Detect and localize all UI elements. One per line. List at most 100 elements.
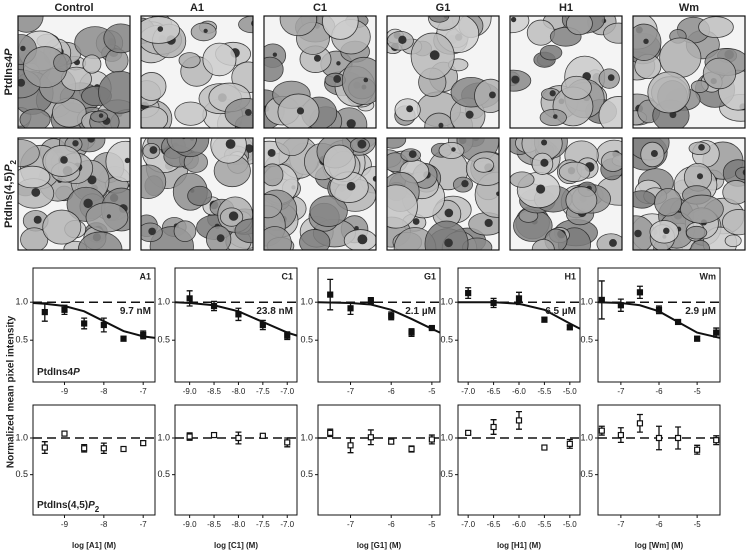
data-point <box>388 312 395 319</box>
data-point <box>636 420 644 427</box>
micrograph-cells <box>633 138 745 250</box>
cell <box>603 22 622 44</box>
x-axis-label: log [G1] (M) <box>357 541 402 550</box>
x-axis-label: log [C1] (M) <box>214 541 258 550</box>
nucleus <box>157 26 164 32</box>
cell <box>722 209 745 236</box>
row-label-part: PtdIns4 <box>3 55 15 96</box>
ic50-label: 2.9 µM <box>685 306 716 317</box>
x-tick-label: -5 <box>694 387 702 396</box>
y-tick-label: 1.0 <box>300 432 313 442</box>
x-tick-label: -5.5 <box>538 387 552 396</box>
micrograph-border <box>263 137 377 251</box>
cell <box>558 161 591 183</box>
cell <box>601 150 622 172</box>
column-title: Wm <box>679 2 699 14</box>
fit-curve <box>32 301 156 339</box>
nucleus <box>398 35 407 44</box>
micrograph-cells <box>510 16 622 128</box>
x-tick-label: -7.5 <box>256 387 270 396</box>
nucleus <box>444 208 454 218</box>
x-axis-label: log [Wm] (M) <box>635 541 684 550</box>
cell <box>654 188 682 217</box>
cell <box>141 72 167 101</box>
cell <box>722 180 745 205</box>
nucleus <box>536 184 546 194</box>
cell <box>82 54 102 74</box>
nucleus <box>313 54 321 62</box>
cell <box>279 16 318 37</box>
nucleus <box>346 119 356 128</box>
data-point <box>81 320 88 327</box>
cell <box>659 37 702 78</box>
data-point <box>636 289 644 296</box>
nucleus <box>216 234 225 243</box>
x-tick-label: -7.5 <box>256 520 270 529</box>
cell <box>473 157 495 173</box>
cell <box>309 195 348 227</box>
y-tick-label: 0.5 <box>15 335 28 345</box>
x-tick-label: -8.0 <box>232 520 246 529</box>
nucleus <box>408 150 417 159</box>
micrograph-cells <box>141 138 253 250</box>
nucleus <box>106 214 112 219</box>
y-tick-label: 1.0 <box>580 297 593 307</box>
micrograph-cells <box>18 138 130 250</box>
x-tick-label: -9.0 <box>183 387 197 396</box>
cell <box>526 19 555 46</box>
cell <box>702 57 737 90</box>
nucleus <box>465 110 474 119</box>
micrograph <box>263 137 377 251</box>
cell <box>633 190 656 209</box>
data-point <box>210 302 218 310</box>
row-label-part: P <box>3 164 15 172</box>
cell <box>724 234 742 248</box>
x-tick-label: -9.0 <box>183 520 197 529</box>
micrograph-border <box>140 137 254 251</box>
data-point <box>81 445 88 452</box>
data-point <box>347 442 354 449</box>
micrograph-border <box>632 137 746 251</box>
y-tick-label: 0.5 <box>300 469 313 479</box>
x-tick-label: -7.0 <box>461 520 475 529</box>
nucleus <box>333 75 342 83</box>
data-point <box>490 299 497 307</box>
nucleus <box>267 148 276 157</box>
x-tick-label: -7.0 <box>461 387 475 396</box>
nucleus <box>650 150 658 157</box>
data-point <box>674 434 682 442</box>
cell <box>202 42 237 77</box>
micrograph <box>632 137 746 251</box>
x-axis-label: log [H1] (M) <box>497 541 541 550</box>
data-point <box>566 440 573 447</box>
cell <box>224 98 253 128</box>
cell <box>424 220 469 250</box>
data-point <box>566 324 573 331</box>
panel-label: H1 <box>564 271 576 281</box>
micrograph-cells <box>264 16 376 128</box>
nucleus <box>18 78 26 87</box>
x-tick-label: -7.0 <box>280 387 294 396</box>
cell <box>387 184 418 229</box>
x-tick-label: -6.5 <box>487 387 501 396</box>
y-tick-label: 1.0 <box>15 297 28 307</box>
cell <box>20 227 49 250</box>
data-point <box>465 429 472 436</box>
data-point <box>617 431 624 439</box>
cell <box>510 69 532 92</box>
nucleus <box>429 50 440 61</box>
cell <box>539 44 563 61</box>
micrograph <box>263 15 377 129</box>
cell <box>174 101 207 126</box>
micrograph-cells <box>387 138 499 250</box>
cell <box>598 96 622 128</box>
micrograph <box>140 15 254 129</box>
data-point <box>617 302 624 309</box>
cell <box>18 139 40 168</box>
data-point <box>284 439 291 446</box>
data-point <box>655 434 663 442</box>
y-tick-label: 1.0 <box>440 297 453 307</box>
data-point <box>490 423 497 431</box>
nucleus <box>346 181 356 191</box>
